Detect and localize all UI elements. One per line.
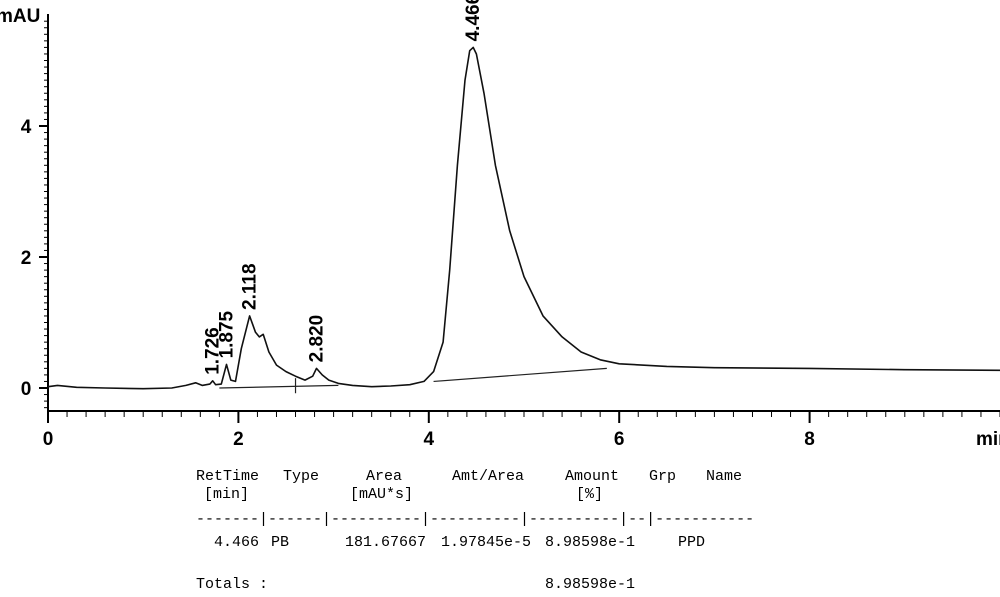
header-separator: -------|------|----------|----------|---…: [196, 511, 755, 528]
y-tick-label: 0: [21, 379, 32, 400]
x-axis-label: min: [976, 429, 1000, 450]
peak-label: 2.820: [306, 315, 327, 363]
y-tick-label: 4: [21, 117, 32, 138]
peak-label: 1.875: [217, 310, 238, 358]
peak-label: 1.726: [202, 327, 223, 375]
header-rettime: RetTime: [196, 468, 260, 485]
row-ret-time: 4.466: [214, 534, 260, 551]
row-name: PPD: [678, 534, 706, 551]
signal-trace: [47, 46, 1000, 390]
y-tick-label: 2: [21, 248, 32, 269]
row-amount: 8.98598e-1: [545, 534, 636, 551]
header-rettime-unit: [min]: [204, 486, 250, 503]
header-amount-unit: [%]: [576, 486, 604, 503]
header-amount: Amount: [565, 468, 620, 485]
peak-label: 2.118: [240, 263, 261, 310]
header-grp: Grp: [649, 468, 677, 485]
header-type: Type: [283, 468, 320, 485]
x-tick-label: 6: [614, 429, 625, 450]
row-amt-area: 1.97845e-5: [441, 534, 532, 551]
integration-baseline: [219, 384, 339, 389]
integration-baseline: [433, 367, 607, 383]
header-amt-area: Amt/Area: [452, 468, 525, 485]
x-tick-label: 8: [804, 429, 815, 450]
totals-amount: 8.98598e-1: [545, 576, 636, 593]
header-name: Name: [706, 468, 743, 485]
row-type: PB: [271, 534, 290, 551]
x-tick-label: 4: [424, 429, 435, 450]
totals-label: Totals :: [196, 576, 269, 593]
header-area: Area: [366, 468, 403, 485]
y-axis-label: mAU: [0, 6, 40, 27]
row-area: 181.67667: [345, 534, 427, 551]
header-area-unit: [mAU*s]: [350, 486, 414, 503]
peak-label: 4.466 - PPD: [463, 0, 484, 41]
x-tick-label: 0: [43, 429, 54, 450]
x-tick-label: 2: [233, 429, 244, 450]
integration-report: RetTime Type Area Amt/Area Amount Grp Na…: [0, 455, 1000, 597]
